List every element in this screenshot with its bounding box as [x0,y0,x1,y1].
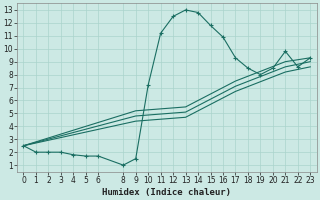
X-axis label: Humidex (Indice chaleur): Humidex (Indice chaleur) [102,188,231,197]
